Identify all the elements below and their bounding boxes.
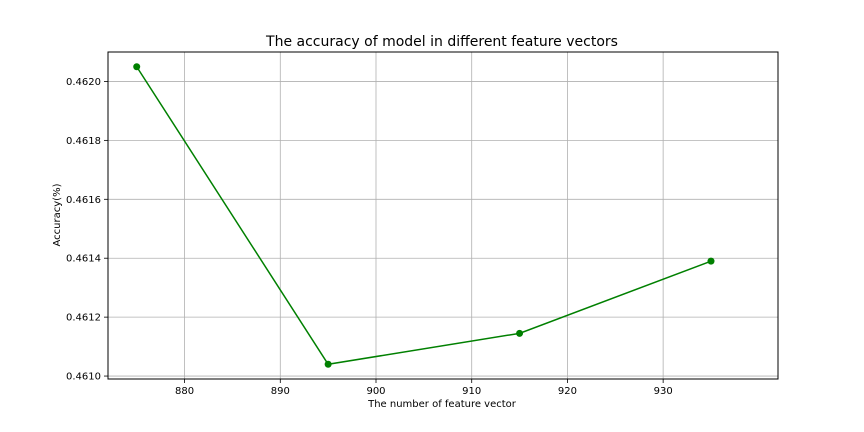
- chart-title: The accuracy of model in different featu…: [265, 34, 618, 50]
- x-tick-label: 930: [654, 386, 673, 397]
- y-tick-label: 0.4614: [66, 254, 101, 265]
- y-tick-label: 0.4620: [66, 77, 101, 88]
- y-tick-label: 0.4618: [66, 136, 101, 147]
- x-tick-label: 920: [558, 386, 577, 397]
- y-tick-label: 0.4612: [66, 313, 101, 324]
- x-axis-title: The number of feature vector: [367, 399, 517, 410]
- data-point: [133, 63, 141, 71]
- data-point: [516, 329, 524, 337]
- series-layer: [133, 63, 715, 368]
- y-axis-ticks: 0.4610 0.4612 0.4614 0.4616 0.4618 0.4620: [66, 77, 108, 383]
- data-point: [707, 257, 715, 265]
- plot-frame: [107, 51, 779, 380]
- y-axis-title: Accuracy(%): [52, 183, 63, 246]
- x-tick-label: 890: [271, 386, 290, 397]
- x-tick-label: 900: [366, 386, 385, 397]
- y-tick-label: 0.4616: [66, 195, 101, 206]
- x-tick-label: 880: [175, 386, 194, 397]
- series-line: [136, 66, 712, 366]
- y-tick-label: 0.4610: [66, 372, 101, 383]
- x-axis-ticks: 880 890 900 910 920 930: [175, 379, 673, 397]
- grid-lines: [108, 52, 778, 379]
- x-tick-label: 910: [462, 386, 481, 397]
- data-point: [324, 360, 332, 368]
